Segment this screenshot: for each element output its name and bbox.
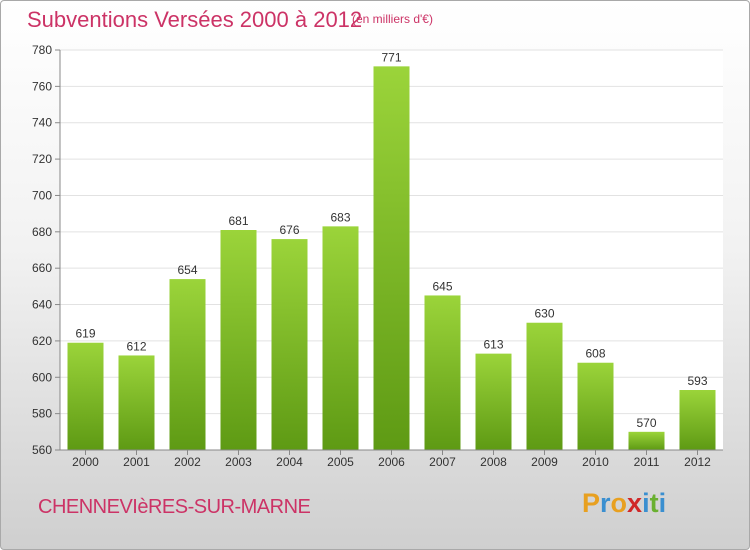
bar	[67, 342, 104, 450]
y-tick-label: 660	[32, 261, 52, 275]
x-tick-label: 2011	[634, 455, 660, 469]
logo-letter: i	[642, 488, 650, 518]
x-tick-label: 2012	[684, 455, 711, 469]
bar-value-label: 613	[483, 338, 503, 352]
y-tick-label: 700	[32, 188, 52, 202]
bar	[220, 230, 257, 450]
y-tick-label: 600	[32, 370, 52, 384]
bar-value-label: 771	[381, 50, 401, 64]
y-tick-label: 720	[32, 152, 52, 166]
y-tick-label: 740	[32, 116, 52, 130]
bar-value-label: 683	[330, 210, 350, 224]
bar	[424, 295, 461, 450]
bar-value-label: 645	[432, 279, 452, 293]
x-tick-label: 2009	[531, 455, 558, 469]
x-tick-label: 2002	[174, 455, 201, 469]
logo-letter: i	[658, 488, 667, 518]
bar-value-label: 608	[585, 347, 605, 361]
bar-value-label: 676	[279, 223, 299, 237]
y-tick-label: 580	[32, 407, 52, 421]
x-tick-label: 2003	[225, 455, 252, 469]
y-tick-label: 560	[32, 443, 52, 457]
bar	[373, 66, 410, 450]
commune-name: CHENNEVIèRES-SUR-MARNE	[38, 496, 311, 518]
y-tick-label: 620	[32, 334, 52, 348]
bar	[271, 239, 308, 450]
logo-letter: t	[649, 488, 659, 518]
logo-letter: x	[627, 488, 643, 518]
logo-letter: o	[610, 488, 628, 518]
x-tick-label: 2001	[123, 455, 150, 469]
x-tick-label: 2005	[327, 455, 354, 469]
bar	[118, 355, 155, 450]
x-tick-label: 2010	[582, 455, 609, 469]
bar	[475, 353, 512, 450]
bar	[577, 362, 614, 450]
chart-subtitle: (en milliers d'€)	[352, 12, 433, 26]
bar	[679, 390, 716, 450]
logo-letter: P	[582, 488, 601, 518]
y-tick-label: 760	[32, 79, 52, 93]
chart-title: Subventions Versées 2000 à 2012	[27, 7, 363, 32]
x-tick-label: 2000	[72, 455, 99, 469]
bar	[169, 279, 206, 450]
bar	[628, 431, 665, 450]
x-tick-label: 2004	[276, 455, 303, 469]
bar-value-label: 619	[75, 327, 95, 341]
x-tick-label: 2007	[429, 455, 456, 469]
bar-value-label: 654	[177, 263, 197, 277]
bar-value-label: 593	[687, 374, 707, 388]
bar-value-label: 612	[126, 339, 146, 353]
bar	[526, 322, 563, 450]
proxiti-logo: Proxiti	[582, 488, 666, 519]
logo-letter: r	[600, 488, 611, 518]
y-tick-label: 780	[32, 43, 52, 57]
bar-value-label: 570	[636, 416, 656, 430]
bar-value-label: 630	[534, 307, 554, 321]
y-tick-label: 680	[32, 225, 52, 239]
bar-value-label: 681	[228, 214, 248, 228]
bar	[322, 226, 359, 450]
y-tick-label: 640	[32, 298, 52, 312]
x-tick-label: 2008	[480, 455, 507, 469]
x-tick-label: 2006	[378, 455, 405, 469]
